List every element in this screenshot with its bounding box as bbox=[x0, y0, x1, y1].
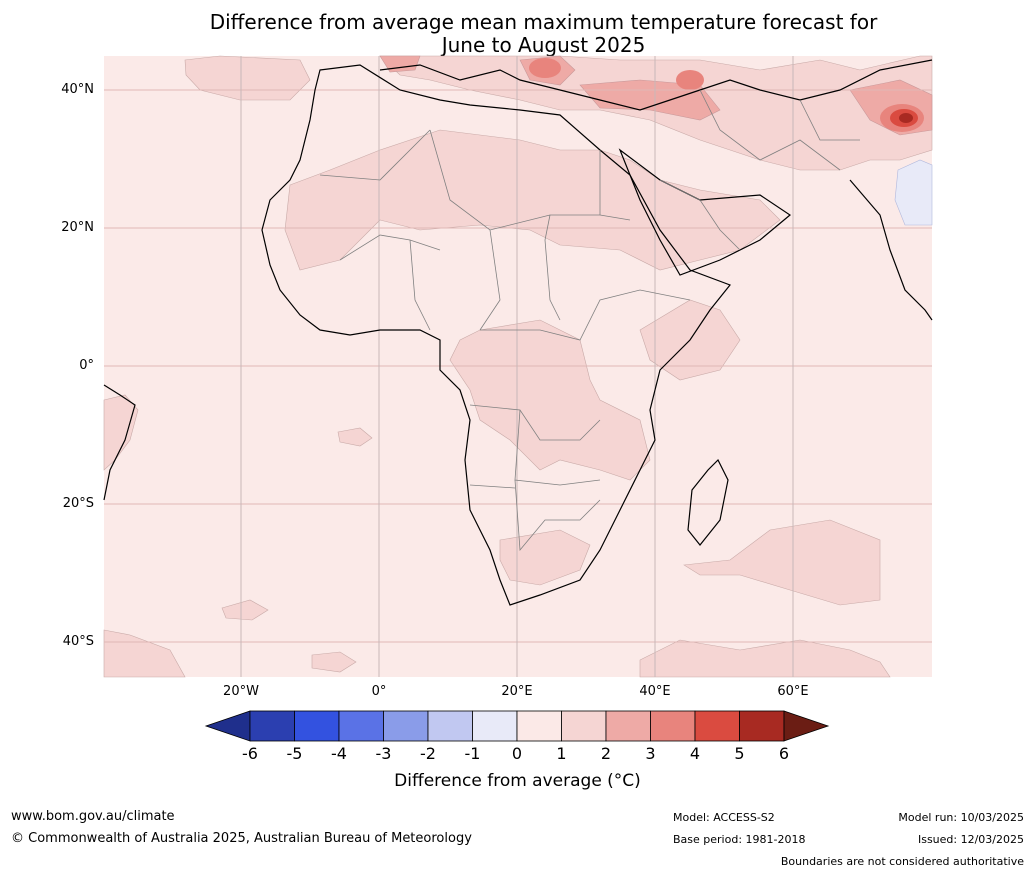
footer-issued: Issued: 12/03/2025 bbox=[917, 833, 1024, 846]
footer-base-period: Base period: 1981-2018 bbox=[673, 833, 806, 846]
anomaly-1-2-regions bbox=[103, 55, 933, 678]
colorbar-segment bbox=[427, 710, 473, 742]
footer-url: www.bom.gov.au/climate bbox=[11, 809, 175, 824]
india-coastline bbox=[849, 179, 933, 321]
lat-label-40n: 40°N bbox=[61, 82, 94, 97]
footer-model: Model: ACCESS-S2 bbox=[673, 811, 775, 824]
colorbar-tick-label: 5 bbox=[734, 744, 745, 763]
colorbar-segment bbox=[338, 710, 384, 742]
colorbar-segment bbox=[694, 710, 740, 742]
colorbar-tick-label: 4 bbox=[689, 744, 701, 763]
colorbar-tick-label: -3 bbox=[375, 744, 392, 763]
anomaly-3-6-hotspot bbox=[529, 58, 924, 132]
colorbar-tick-label: 0 bbox=[511, 744, 523, 763]
colorbar-tick-label: -1 bbox=[464, 744, 481, 763]
colorbar-tick-label: 1 bbox=[556, 744, 567, 763]
map-title-line2: June to August 2025 bbox=[441, 33, 646, 57]
colorbar-tick-label: 6 bbox=[778, 744, 790, 763]
graticule bbox=[104, 56, 932, 677]
footer-copyright: © Commonwealth of Australia 2025, Austra… bbox=[11, 831, 472, 846]
colorbar-tick-label: 3 bbox=[645, 744, 656, 763]
lat-label-20s: 20°S bbox=[62, 496, 94, 511]
africa-coastline bbox=[261, 64, 731, 606]
europe-coastline bbox=[379, 59, 933, 111]
footer-disclaimer: Boundaries are not considered authoritat… bbox=[780, 855, 1024, 868]
colorbar-segment bbox=[650, 710, 696, 742]
colorbar-segment bbox=[561, 710, 607, 742]
colorbar-arrow-low bbox=[204, 710, 251, 742]
lat-label-20n: 20°N bbox=[61, 220, 94, 235]
lon-label-20w: 20°W bbox=[223, 684, 259, 699]
colorbar-tick-label: -5 bbox=[286, 744, 303, 763]
lon-label-60e: 60°E bbox=[777, 684, 809, 699]
colorbar-segment bbox=[605, 710, 651, 742]
country-borders bbox=[319, 89, 860, 552]
madagascar-coastline bbox=[687, 458, 729, 546]
colorbar-tick-label: -6 bbox=[242, 744, 258, 763]
colorbar-segment bbox=[294, 710, 340, 742]
colorbar-segment bbox=[516, 710, 562, 742]
colorbar-segment bbox=[383, 710, 429, 742]
colorbar-segment bbox=[472, 710, 518, 742]
map-title-line1: Difference from average mean maximum tem… bbox=[209, 10, 878, 34]
colorbar-label: Difference from average (°C) bbox=[394, 771, 641, 791]
colorbar-tick-label: 2 bbox=[600, 744, 612, 763]
lat-label-40s: 40°S bbox=[62, 634, 94, 649]
anomaly-negative-region bbox=[894, 159, 933, 226]
lat-label-equator: 0° bbox=[79, 358, 94, 373]
colorbar-arrow-high bbox=[783, 710, 830, 742]
lon-label-0: 0° bbox=[371, 684, 387, 699]
colorbar-segment bbox=[739, 710, 785, 742]
colorbar-tick-label: -4 bbox=[331, 744, 347, 763]
lon-label-20e: 20°E bbox=[501, 684, 533, 699]
colorbar-tick-label: -2 bbox=[420, 744, 436, 763]
brazil-coastline bbox=[103, 384, 136, 501]
lon-label-40e: 40°E bbox=[639, 684, 671, 699]
footer-model-run: Model run: 10/03/2025 bbox=[898, 811, 1024, 824]
colorbar-segment bbox=[249, 710, 295, 742]
